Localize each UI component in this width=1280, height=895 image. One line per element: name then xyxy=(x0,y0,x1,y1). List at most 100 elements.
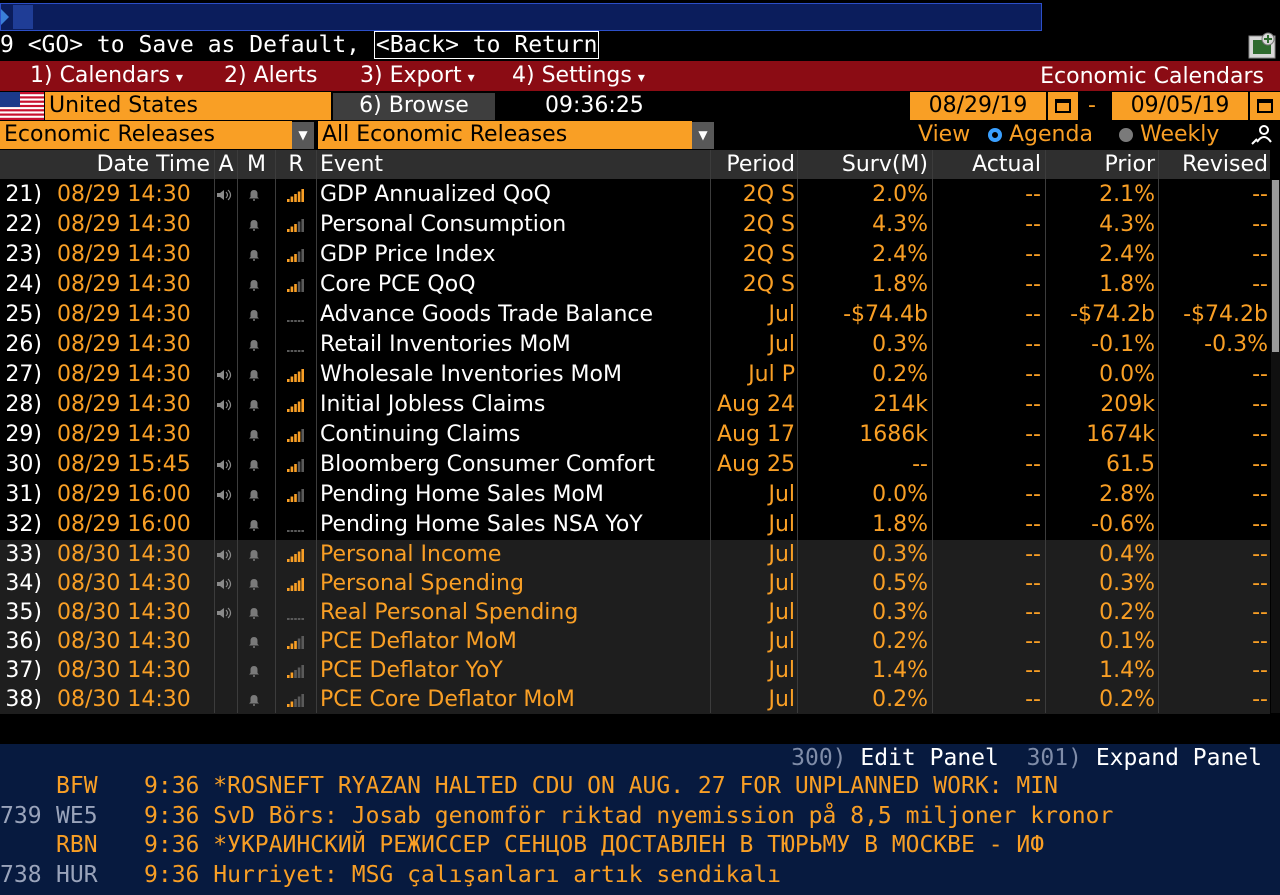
filter-select[interactable]: All Economic Releases xyxy=(318,121,692,149)
weekly-label[interactable]: Weekly xyxy=(1140,122,1220,147)
alert-bell-icon[interactable] xyxy=(248,279,260,291)
edit-panel-button[interactable]: Edit Panel xyxy=(860,745,999,771)
col-prior[interactable]: Prior xyxy=(1046,150,1158,179)
table-row[interactable]: 25) 08/29 14:30 Advance Goods Trade Balanc… xyxy=(0,300,1270,330)
news-headline[interactable]: BFW 9:36 *ROSNEFT RYAZAN HALTED CDU ON AU… xyxy=(0,772,1058,801)
weekly-radio[interactable] xyxy=(1119,128,1133,142)
browse-button[interactable]: 6) Browse xyxy=(333,93,495,120)
row-event[interactable]: Continuing Claims xyxy=(320,422,521,447)
alert-bell-icon[interactable] xyxy=(248,399,260,411)
col-survey[interactable]: Surv(M) xyxy=(798,150,932,179)
start-date-field[interactable]: 08/29/19 xyxy=(910,92,1046,120)
export-menu[interactable]: 3) Export ▾ xyxy=(360,63,475,88)
row-event[interactable]: Wholesale Inventories MoM xyxy=(320,362,622,387)
col-audio[interactable]: A xyxy=(215,150,237,179)
col-actual[interactable]: Actual xyxy=(933,150,1045,179)
audio-icon[interactable] xyxy=(216,607,232,619)
table-row[interactable]: 37) 08/30 14:30 PCE Deflator YoY Jul 1.4% -- 1… xyxy=(0,656,1270,685)
table-row[interactable]: 27) 08/29 14:30 Wholesale Inventories MoM J… xyxy=(0,360,1270,390)
alert-bell-icon[interactable] xyxy=(248,665,260,677)
col-date-time[interactable]: Date Time xyxy=(0,150,214,179)
row-event[interactable]: PCE Deflator MoM xyxy=(320,629,517,654)
audio-icon[interactable] xyxy=(216,369,232,381)
expand-panel-button[interactable]: Expand Panel xyxy=(1095,745,1262,771)
col-alert[interactable]: M xyxy=(238,150,275,179)
row-event[interactable]: PCE Core Deflator MoM xyxy=(320,687,575,712)
end-date-field[interactable]: 09/05/19 xyxy=(1112,92,1248,120)
audio-icon[interactable] xyxy=(216,189,232,201)
launchpad-icon[interactable] xyxy=(1248,32,1278,60)
col-relevance[interactable]: R xyxy=(276,150,316,179)
scrollbar-thumb[interactable] xyxy=(1272,180,1279,352)
row-event[interactable]: Personal Income xyxy=(320,542,502,567)
alert-bell-icon[interactable] xyxy=(248,429,260,441)
col-revised[interactable]: Revised xyxy=(1159,150,1270,179)
audio-icon[interactable] xyxy=(216,549,232,561)
row-event[interactable]: Initial Jobless Claims xyxy=(320,392,546,417)
country-field[interactable]: United States xyxy=(45,92,331,120)
row-event[interactable]: Retail Inventories MoM xyxy=(320,332,571,357)
alert-bell-icon[interactable] xyxy=(248,636,260,648)
table-row[interactable]: 23) 08/29 14:30 GDP Price Index 2Q S 2.4% -- 2… xyxy=(0,240,1270,270)
alert-bell-icon[interactable] xyxy=(248,578,260,590)
table-row[interactable]: 33) 08/30 14:30 Personal Income Jul 0.3% -- 0.… xyxy=(0,540,1270,569)
filter-dropdown-button[interactable]: ▼ xyxy=(692,122,714,149)
agenda-label[interactable]: Agenda xyxy=(1009,122,1093,147)
alert-bell-icon[interactable] xyxy=(248,369,260,381)
alert-bell-icon[interactable] xyxy=(248,339,260,351)
alert-bell-icon[interactable] xyxy=(248,549,260,561)
table-row[interactable]: 32) 08/29 16:00 Pending Home Sales NSA YoY… xyxy=(0,510,1270,540)
row-event[interactable]: Personal Spending xyxy=(320,571,524,596)
row-event[interactable]: Bloomberg Consumer Comfort xyxy=(320,452,655,477)
alert-bell-icon[interactable] xyxy=(248,607,260,619)
table-row[interactable]: 21) 08/29 14:30 GDP Annualized QoQ 2Q S 2.0%… xyxy=(0,180,1270,210)
row-event[interactable]: Pending Home Sales NSA YoY xyxy=(320,512,643,537)
news-headline[interactable]: 738 HUR 9:36 Hurriyet: MSG çalışanları art… xyxy=(0,861,781,890)
end-date-calendar-button[interactable] xyxy=(1250,92,1280,120)
table-row[interactable]: 30) 08/29 15:45 Bloomberg Consumer Comfort… xyxy=(0,450,1270,480)
news-headline[interactable]: 739 WE5 9:36 SvD Börs: Josab genomför rikt… xyxy=(0,802,1113,831)
people-search-icon[interactable] xyxy=(1250,124,1274,146)
row-event[interactable]: PCE Deflator YoY xyxy=(320,658,503,683)
alerts-menu[interactable]: 2) Alerts xyxy=(224,63,318,88)
back-hint[interactable]: <Back> to Return xyxy=(373,31,600,59)
table-row[interactable]: 38) 08/30 14:30 PCE Core Deflator MoM Jul 0.… xyxy=(0,685,1270,714)
table-row[interactable]: 24) 08/29 14:30 Core PCE QoQ 2Q S 1.8% -- 1.8%… xyxy=(0,270,1270,300)
command-line[interactable] xyxy=(0,3,1042,31)
audio-icon[interactable] xyxy=(216,459,232,471)
alert-bell-icon[interactable] xyxy=(248,694,260,706)
col-event[interactable]: Event xyxy=(317,150,710,179)
table-row[interactable]: 34) 08/30 14:30 Personal Spending Jul 0.5% --… xyxy=(0,569,1270,598)
row-event[interactable]: Pending Home Sales MoM xyxy=(320,482,604,507)
alert-bell-icon[interactable] xyxy=(248,489,260,501)
settings-menu[interactable]: 4) Settings ▾ xyxy=(512,63,645,88)
audio-icon[interactable] xyxy=(216,399,232,411)
agenda-radio[interactable] xyxy=(988,128,1002,142)
alert-bell-icon[interactable] xyxy=(248,189,260,201)
audio-icon[interactable] xyxy=(216,578,232,590)
category-select[interactable]: Economic Releases xyxy=(0,121,292,149)
table-row[interactable]: 28) 08/29 14:30 Initial Jobless Claims Aug … xyxy=(0,390,1270,420)
row-event[interactable]: Real Personal Spending xyxy=(320,600,579,625)
row-event[interactable]: Advance Goods Trade Balance xyxy=(320,302,654,327)
calendars-menu[interactable]: 1) Calendars ▾ xyxy=(30,63,183,88)
category-dropdown-button[interactable]: ▼ xyxy=(292,122,314,149)
audio-icon[interactable] xyxy=(216,489,232,501)
table-scrollbar[interactable] xyxy=(1271,180,1280,713)
row-event[interactable]: Core PCE QoQ xyxy=(320,272,476,297)
alert-bell-icon[interactable] xyxy=(248,249,260,261)
table-row[interactable]: 29) 08/29 14:30 Continuing Claims Aug 17 168… xyxy=(0,420,1270,450)
alert-bell-icon[interactable] xyxy=(248,519,260,531)
table-row[interactable]: 31) 08/29 16:00 Pending Home Sales MoM Jul 0… xyxy=(0,480,1270,510)
table-row[interactable]: 26) 08/29 14:30 Retail Inventories MoM Jul 0… xyxy=(0,330,1270,360)
row-event[interactable]: Personal Consumption xyxy=(320,212,567,237)
alert-bell-icon[interactable] xyxy=(248,219,260,231)
start-date-calendar-button[interactable] xyxy=(1048,92,1078,120)
row-event[interactable]: GDP Annualized QoQ xyxy=(320,182,551,207)
table-row[interactable]: 22) 08/29 14:30 Personal Consumption 2Q S 4.… xyxy=(0,210,1270,240)
col-period[interactable]: Period xyxy=(711,150,797,179)
alert-bell-icon[interactable] xyxy=(248,459,260,471)
news-headline[interactable]: RBN 9:36 *УКРАИНСКИЙ РЕЖИССЕР СЕНЦОВ ДОСТ… xyxy=(0,831,1044,860)
row-event[interactable]: GDP Price Index xyxy=(320,242,496,267)
table-row[interactable]: 36) 08/30 14:30 PCE Deflator MoM Jul 0.2% -- 0… xyxy=(0,627,1270,656)
